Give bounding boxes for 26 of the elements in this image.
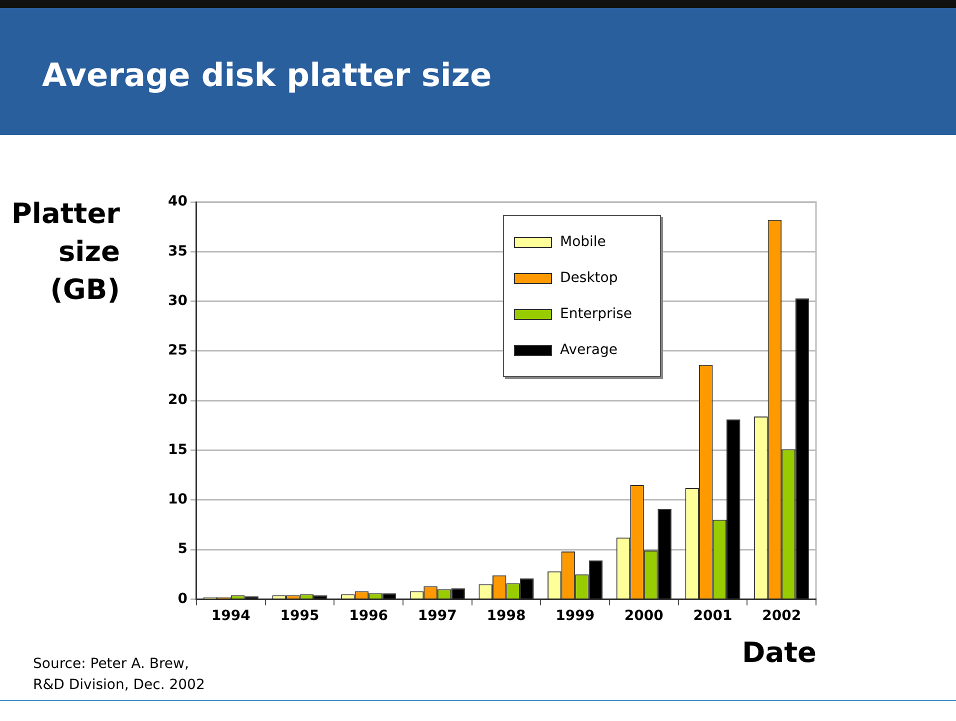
y-tick-label: 0 [178,590,188,607]
y-tick-label: 25 [168,342,188,359]
chart-title: Average disk platter size [42,56,492,94]
x-tick-label: 1994 [211,608,251,624]
x-tick-label: 1995 [280,608,320,624]
x-tick-label: 2000 [624,608,664,624]
y-tick-label: 5 [178,541,188,558]
x-tick-label: 1996 [349,608,388,624]
y-axis-title: Platter size (GB) [10,196,120,308]
legend-label: Mobile [560,234,606,250]
x-axis-title: Date [742,636,817,669]
x-tick-label: 1999 [556,608,595,624]
x-tick-label: 2001 [693,608,732,624]
legend-label: Desktop [560,270,618,286]
source-note: Source: Peter A. Brew, R&D Division, Dec. 2002 [33,655,205,695]
y-tick-label: 40 [168,194,188,210]
legend-label: Enterprise [560,306,632,322]
y-tick-label: 35 [168,243,188,260]
y-tick-label: 20 [168,392,188,408]
legend-label: Average [560,342,618,358]
x-tick-label: 1997 [418,608,457,624]
y-tick-label: 30 [168,292,188,309]
x-tick-label: 1998 [486,608,526,624]
y-tick-label: 10 [168,492,188,508]
x-tick-label: 2002 [762,608,802,624]
y-tick-label: 15 [168,442,188,458]
